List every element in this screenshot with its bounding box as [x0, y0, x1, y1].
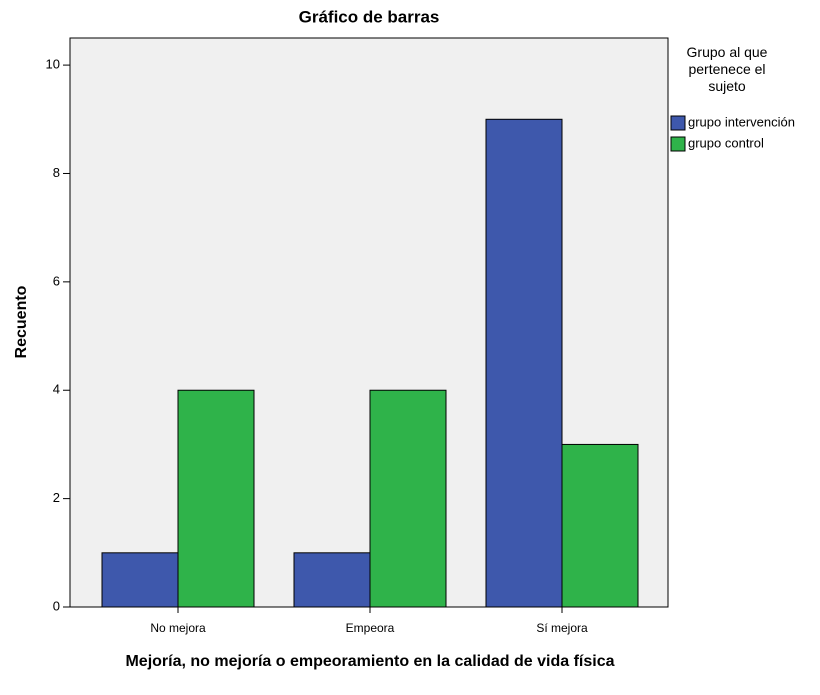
bar	[561, 443, 639, 608]
y-tick-label: 6	[53, 273, 60, 288]
legend-title: Grupo al que pertenece el sujeto	[686, 44, 768, 94]
y-axis-label: Recuento	[13, 285, 30, 358]
y-tick-label: 10	[46, 57, 60, 72]
y-tick-label: 2	[53, 490, 60, 505]
x-tick-label: Empeora	[346, 621, 395, 635]
bar	[293, 552, 371, 608]
bar	[369, 389, 447, 608]
x-tick-label: Sí mejora	[536, 621, 588, 635]
bar	[101, 552, 179, 608]
x-tick-label: No mejora	[150, 621, 206, 635]
legend-swatch	[670, 136, 686, 152]
bar	[177, 389, 255, 608]
bar	[485, 118, 563, 608]
legend-label: grupo intervención	[688, 114, 795, 129]
legend-label: grupo control	[688, 135, 764, 150]
y-tick-label: 4	[53, 382, 60, 397]
chart-title: Gráfico de barras	[299, 7, 440, 26]
legend-swatch	[670, 115, 686, 131]
y-tick-label: 8	[53, 165, 60, 180]
x-axis-label: Mejoría, no mejoría o empeoramiento en l…	[125, 653, 615, 670]
y-tick-label: 0	[53, 598, 60, 613]
